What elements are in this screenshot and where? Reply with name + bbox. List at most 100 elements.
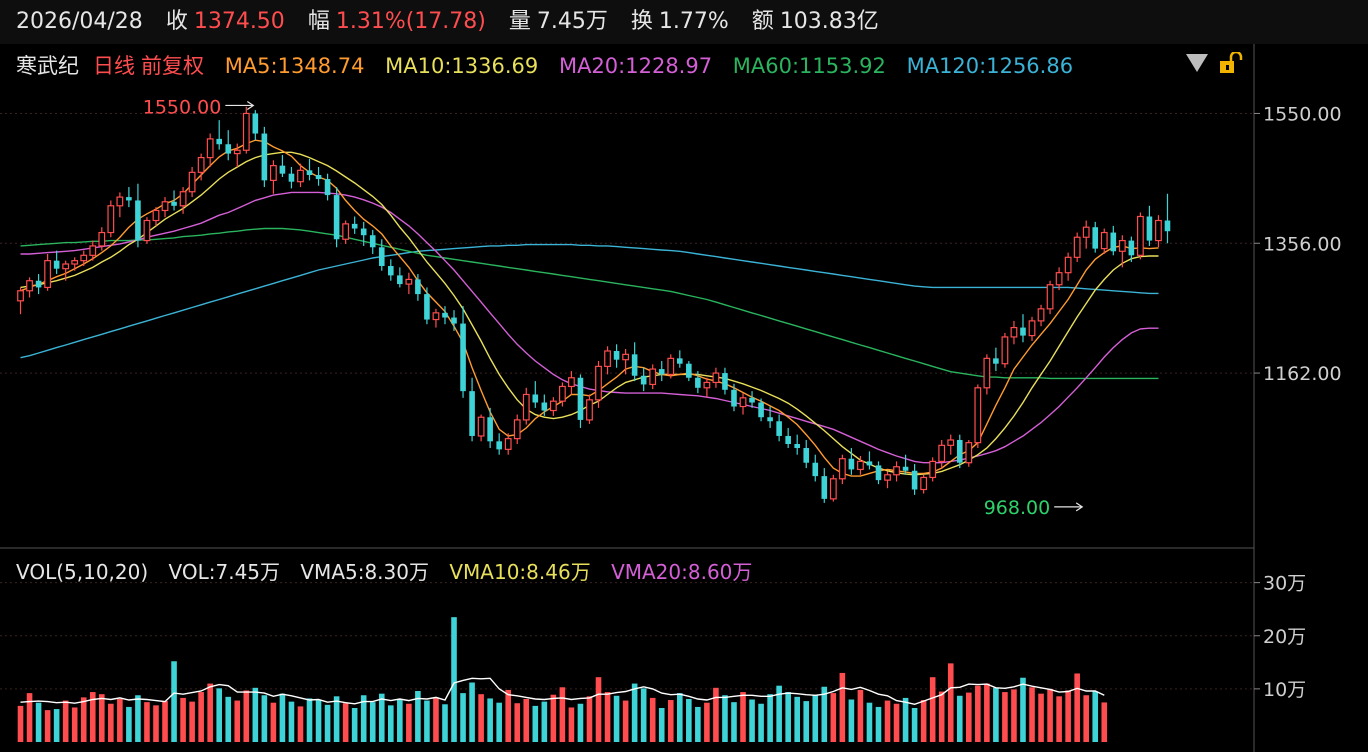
ma-legend: 寒武纪 日线 前复权 MA5:1348.74 MA10:1336.69 MA20:1… (16, 50, 1087, 80)
legend-ma120: MA120:1256.86 (906, 54, 1074, 78)
candle-body (1064, 256, 1072, 274)
volume-bar (550, 694, 557, 742)
volume-bar (369, 702, 376, 742)
candle (631, 342, 638, 382)
volume-bar (153, 705, 159, 742)
candle-body (1020, 327, 1026, 336)
candle (703, 377, 711, 398)
candle (179, 187, 187, 214)
candle-body (89, 245, 97, 256)
volume-bar (884, 700, 891, 742)
volume-bar (451, 617, 457, 742)
candle (1092, 221, 1099, 253)
volume-bar (532, 705, 539, 742)
candle (613, 344, 620, 368)
candle (1100, 228, 1108, 254)
candle-body (513, 419, 521, 440)
candle-body (731, 389, 737, 407)
candle (460, 306, 466, 398)
vma5-line (20, 677, 1105, 706)
candle (216, 120, 223, 150)
candle (893, 461, 900, 482)
extreme-markers: 1550.00 968.00 (143, 96, 1084, 519)
volume-bar (62, 700, 69, 742)
candle-body (351, 223, 358, 229)
candle-body (884, 474, 891, 481)
volume-bar (135, 695, 141, 742)
volume-bar (541, 701, 548, 742)
candle (1055, 267, 1063, 291)
volume-bar (261, 695, 268, 742)
candle-body (80, 254, 88, 262)
volume-bar (812, 694, 819, 742)
candle-body (62, 263, 70, 270)
volume-tick-label: 20万 (1263, 626, 1306, 648)
candle-body (188, 171, 196, 193)
dropdown-triangle-icon[interactable] (1186, 54, 1208, 72)
volume-bar (704, 702, 710, 742)
candle (116, 192, 124, 218)
candle (875, 461, 882, 485)
volume-bar (1083, 695, 1090, 742)
volume-bar (1029, 687, 1035, 742)
adjust-selector[interactable]: 前复权 (141, 54, 204, 78)
volume-bar (333, 696, 340, 742)
volume-bar (117, 698, 123, 742)
candle-body (252, 113, 259, 134)
candle (1020, 314, 1026, 343)
candle (1146, 205, 1153, 246)
candle (17, 287, 24, 315)
candle (487, 407, 493, 449)
volume-bar (866, 702, 873, 742)
candle-body (360, 228, 367, 236)
volume-bar (496, 702, 502, 742)
candle-body (1046, 284, 1054, 310)
candle-body (604, 350, 611, 367)
candle-body (197, 157, 205, 173)
volume-bar (487, 698, 493, 742)
volume-bar (406, 703, 412, 742)
candle (649, 364, 657, 390)
volume-value: 7.45万 (536, 9, 608, 34)
candle (469, 377, 475, 442)
candle (568, 371, 575, 395)
candle-body (577, 377, 584, 420)
volume-bar (378, 693, 385, 742)
volume-ma-lines (20, 677, 1105, 706)
candle (731, 383, 737, 412)
candle-body (803, 448, 810, 463)
candle-body (1082, 226, 1090, 238)
volume-bar (1002, 692, 1008, 742)
volume-bar (162, 701, 168, 742)
volume-bar (857, 689, 864, 742)
volume-bar (53, 709, 60, 742)
volume-bar (387, 705, 394, 742)
candle (451, 310, 457, 331)
candle (884, 471, 891, 489)
candle-body (829, 478, 837, 500)
candle (803, 439, 810, 469)
volume-bar (722, 695, 728, 742)
vma5-value: VMA5:8.30万 (300, 560, 429, 584)
candle-body (432, 312, 440, 321)
candle (378, 239, 385, 271)
candle-body (152, 209, 160, 222)
vol-title: VOL(5,10,20) (16, 560, 149, 584)
candle-body (568, 377, 575, 388)
candle (758, 398, 764, 422)
candle (1155, 215, 1162, 248)
candle (504, 433, 512, 455)
candle (577, 374, 584, 428)
volume-bar (767, 694, 773, 742)
candle (866, 451, 873, 470)
candle-body (288, 173, 295, 182)
amount-label: 额 (751, 9, 774, 34)
volume-bar (234, 700, 241, 742)
candle (261, 126, 268, 188)
period-selector[interactable]: 日线 (93, 54, 135, 78)
candle-body (269, 165, 277, 181)
lock-icon[interactable] (1218, 52, 1244, 74)
legend-ma10: MA10:1336.69 (385, 54, 539, 78)
volume-bar (794, 696, 801, 742)
